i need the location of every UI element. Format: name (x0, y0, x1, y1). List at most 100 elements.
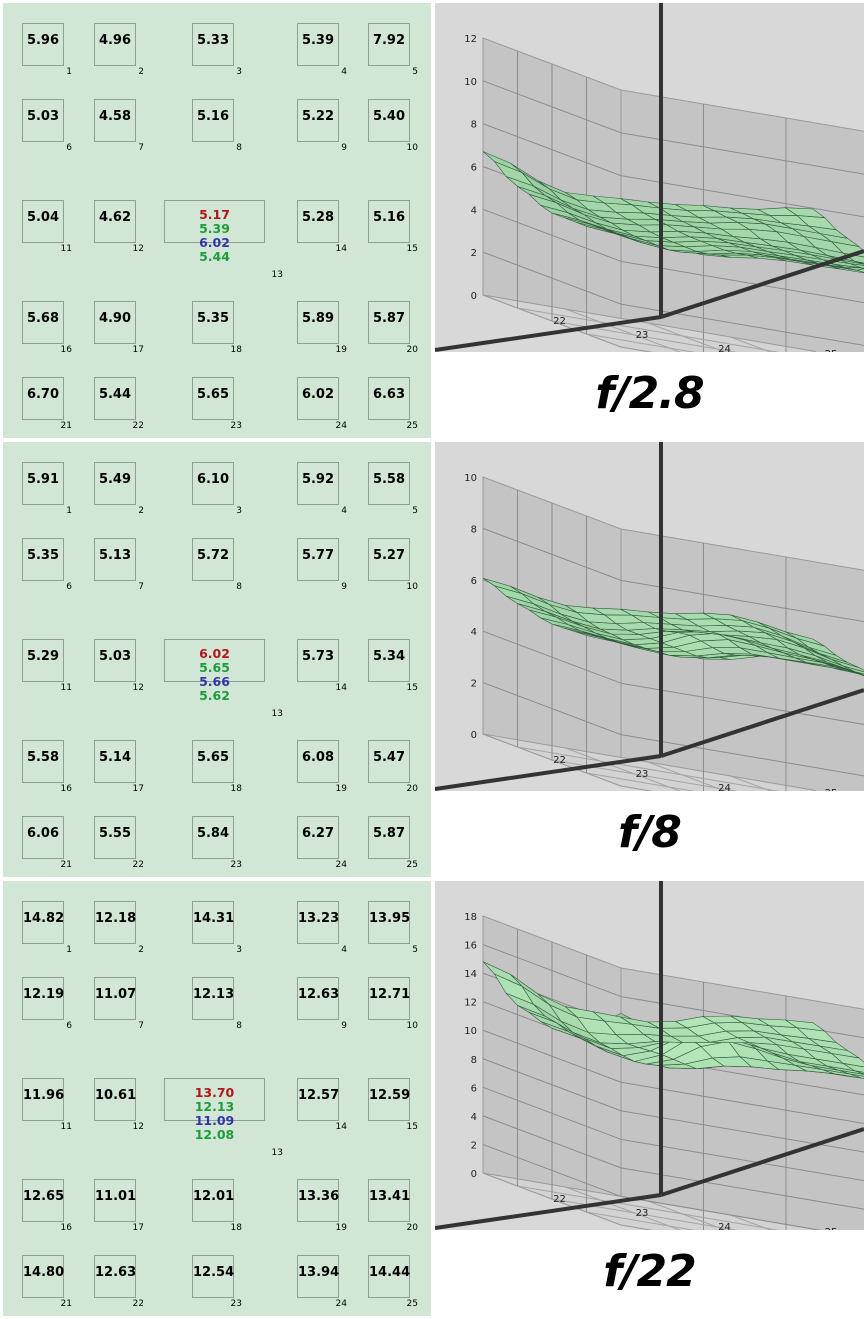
focus-point-number: 6 (66, 582, 72, 592)
focus-point-number: 16 (60, 1223, 72, 1233)
focus-point-number: 24 (335, 421, 347, 431)
focus-point-number: 1 (66, 945, 72, 955)
focus-point-value: 14.31 (193, 911, 235, 926)
center-value: 5.62 (199, 688, 230, 703)
x-tick-label: 23 (636, 330, 649, 341)
focus-point-number: 13 (271, 1148, 283, 1158)
focus-point: 11.96 (22, 1078, 64, 1121)
focus-point-value: 5.35 (26, 548, 60, 563)
focus-point: 5.58 (22, 740, 64, 783)
y-axis (660, 688, 864, 758)
focus-point-number: 14 (335, 683, 347, 693)
grid-line (482, 1143, 622, 1197)
focus-point-number: 4 (341, 506, 347, 516)
aperture-label: f/2.8 (595, 368, 704, 419)
focus-point: 5.77 (297, 538, 339, 581)
focus-point-number: 12 (132, 244, 144, 254)
grid-line (586, 772, 696, 791)
z-tick-label: 0 (471, 1169, 477, 1180)
focus-point-value: 14.82 (23, 911, 65, 926)
surface-patch (849, 1073, 864, 1079)
grid-line (620, 1081, 864, 1124)
focus-point-value: 12.71 (369, 987, 411, 1002)
grid-line (551, 1198, 738, 1230)
center-values: 5.17 5.39 6.02 5.44 (164, 208, 265, 264)
focus-point: 5.22 (297, 99, 339, 142)
focus-point-value: 14.44 (369, 1265, 411, 1280)
z-tick-label: 6 (471, 576, 477, 587)
center-value: 5.39 (199, 221, 230, 236)
focus-point-number: 18 (230, 1223, 242, 1233)
grid-line (586, 333, 696, 352)
focus-point: 5.13 (94, 538, 136, 581)
focus-point: 13.41 (368, 1179, 410, 1222)
focus-point-value: 12.63 (95, 1265, 137, 1280)
focus-point: 5.27 (368, 538, 410, 581)
grid-line (620, 132, 864, 175)
focus-point-value: 7.92 (372, 33, 406, 48)
focus-point: 12.63 (94, 1255, 136, 1298)
focus-point-number: 10 (406, 582, 418, 592)
focus-point: 5.34 (368, 639, 410, 682)
focus-point-value: 5.47 (372, 750, 406, 765)
focus-point-number: 15 (406, 683, 418, 693)
focus-point-number: 17 (132, 1223, 144, 1233)
focus-point-value: 6.06 (26, 826, 60, 841)
grid-line (620, 682, 864, 725)
focus-point-value: 5.68 (26, 311, 60, 326)
focus-point-number: 12 (132, 683, 144, 693)
grid-line (482, 251, 622, 305)
focus-point-number: 16 (60, 345, 72, 355)
y-tick-label: 25 (825, 1227, 838, 1230)
z-tick-label: 6 (471, 163, 477, 174)
focus-point: 13.36 (297, 1179, 339, 1222)
focus-point: 5.49 (94, 462, 136, 505)
focus-point-center (164, 200, 265, 243)
grid-line (482, 1029, 622, 1083)
focus-point-number: 19 (335, 784, 347, 794)
x-tick-label: 24 (718, 344, 731, 352)
focus-point-number: 19 (335, 1223, 347, 1233)
grid-line (482, 1086, 622, 1140)
focus-point-number: 23 (230, 421, 242, 431)
focus-point: 5.87 (368, 301, 410, 344)
focus-point: 12.19 (22, 977, 64, 1020)
focus-point-value: 5.65 (196, 750, 230, 765)
focus-point: 12.65 (22, 1179, 64, 1222)
focus-point-number: 22 (132, 1299, 144, 1309)
focus-point-number: 11 (60, 683, 72, 693)
focus-point: 5.39 (297, 23, 339, 66)
focus-point: 6.06 (22, 816, 64, 859)
focus-point-value: 10.61 (95, 1088, 137, 1103)
grid-line (482, 208, 622, 262)
focus-point-value: 5.16 (372, 210, 406, 225)
focus-point-number: 18 (230, 345, 242, 355)
z-tick-label: 2 (471, 679, 477, 690)
focus-point-value: 5.34 (372, 649, 406, 664)
focus-point: 5.03 (22, 99, 64, 142)
focus-point: 7.92 (368, 23, 410, 66)
focus-grid-panel: 14.82 1 12.18 2 14.31 3 13.23 4 13.95 5 12.19 6 11.0… (3, 881, 431, 1316)
focus-point-value: 5.44 (98, 387, 132, 402)
focus-point-center (164, 1078, 265, 1121)
focus-point: 5.14 (94, 740, 136, 783)
focus-point-value: 5.72 (196, 548, 230, 563)
focus-point-value: 5.03 (26, 109, 60, 124)
surface-patch (856, 268, 864, 273)
focus-point-value: 11.96 (23, 1088, 65, 1103)
x-axis (435, 1193, 662, 1230)
focus-point: 14.44 (368, 1255, 410, 1298)
focus-point: 5.92 (297, 462, 339, 505)
focus-point-number: 15 (406, 1122, 418, 1132)
focus-point-value: 5.14 (98, 750, 132, 765)
focus-point-number: 21 (60, 1299, 72, 1309)
focus-point-value: 14.80 (23, 1265, 65, 1280)
z-tick-label: 14 (464, 969, 477, 980)
focus-point: 5.03 (94, 639, 136, 682)
focus-point-value: 4.96 (98, 33, 132, 48)
focus-point-number: 1 (66, 67, 72, 77)
focus-point: 5.35 (192, 301, 234, 344)
focus-point: 4.62 (94, 200, 136, 243)
focus-point-value: 13.23 (298, 911, 340, 926)
center-value: 12.13 (194, 1099, 235, 1114)
